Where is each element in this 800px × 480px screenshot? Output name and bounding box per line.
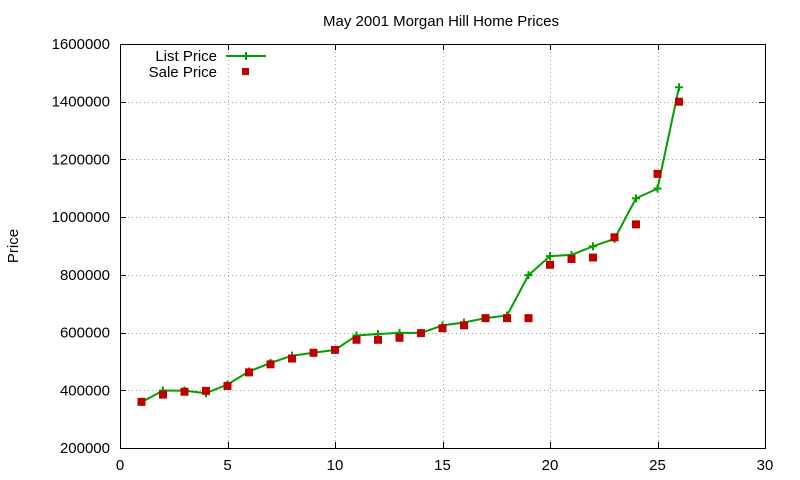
sale-price-point xyxy=(159,390,167,399)
list-price-line xyxy=(141,87,680,403)
sale-price-point xyxy=(503,314,511,323)
y-tick-label: 400000 xyxy=(60,382,110,399)
legend-swatch-list-price-marker xyxy=(242,52,250,60)
series-layer xyxy=(137,83,683,407)
list-price-point xyxy=(546,252,554,261)
sale-price-point xyxy=(137,397,146,406)
sale-price-point xyxy=(374,335,382,344)
sale-price-point xyxy=(309,348,318,357)
x-tick-label: 25 xyxy=(649,457,666,474)
x-tick-label: 10 xyxy=(327,457,344,474)
y-tick-label: 1400000 xyxy=(52,94,110,111)
y-tick-label: 1000000 xyxy=(52,209,110,226)
y-tick-label: 1600000 xyxy=(52,36,110,53)
list-price-point xyxy=(524,271,533,280)
y-tick-label: 800000 xyxy=(60,267,110,284)
y-tick-label: 1200000 xyxy=(52,151,110,168)
legend-label-sale-price: Sale Price xyxy=(149,64,217,81)
tick-labels: 0 5 10 15 20 25 30 200000 400000 600000 800000 1000… xyxy=(52,36,774,474)
chart-title: May 2001 Morgan Hill Home Prices xyxy=(323,13,559,30)
sale-price-point xyxy=(288,354,296,363)
sale-price-point xyxy=(653,169,662,178)
legend-label-list-price: List Price xyxy=(155,48,217,65)
x-tick-label: 15 xyxy=(434,457,451,474)
sale-price-point xyxy=(675,97,683,106)
y-tick-label: 600000 xyxy=(60,325,110,342)
grid xyxy=(120,44,765,448)
sale-price-point xyxy=(632,220,640,229)
sale-price-point xyxy=(417,329,425,338)
sale-price-point xyxy=(245,368,253,377)
sale-price-point xyxy=(352,335,361,344)
sale-price-point xyxy=(460,321,468,330)
sale-price-point xyxy=(438,324,447,333)
list-price-point xyxy=(632,194,640,203)
sale-price-point xyxy=(266,360,275,369)
sale-price-point xyxy=(610,233,619,242)
sale-price-point xyxy=(546,260,554,269)
list-price-point xyxy=(589,242,597,251)
y-tick-label: 200000 xyxy=(60,440,110,457)
x-tick-label: 5 xyxy=(223,457,231,474)
x-tick-label: 0 xyxy=(116,457,124,474)
y-axis-label: Price xyxy=(5,229,22,263)
sale-price-point xyxy=(589,253,597,262)
list-price-point xyxy=(675,83,683,92)
sale-price-point xyxy=(331,345,339,354)
sale-price-point xyxy=(202,386,210,395)
legend: List Price Sale Price xyxy=(149,48,266,81)
x-tick-label: 20 xyxy=(542,457,559,474)
sale-price-point xyxy=(395,333,404,342)
sale-price-point xyxy=(180,387,189,396)
legend-swatch-sale-price xyxy=(242,68,249,75)
sale-price-point xyxy=(524,314,533,323)
list-price-point xyxy=(653,184,662,193)
sale-price-point xyxy=(567,254,576,263)
x-tick-label: 30 xyxy=(757,457,774,474)
plot-frame xyxy=(120,44,766,449)
sale-price-point xyxy=(223,381,232,390)
sale-price-point xyxy=(481,314,490,323)
